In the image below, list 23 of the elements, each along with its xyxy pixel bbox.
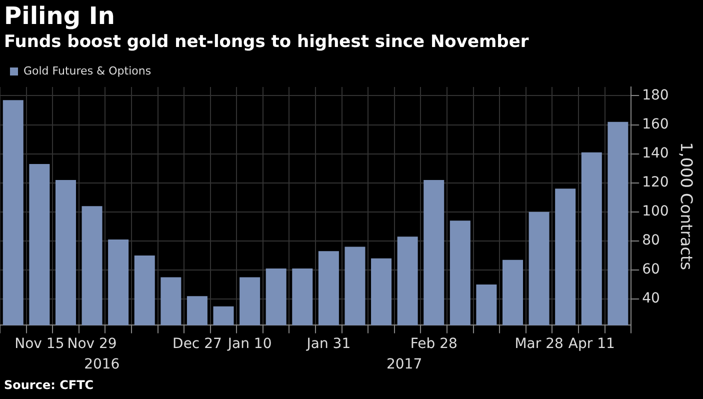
y-tick-label: 180 (642, 87, 669, 104)
y-axis-title: 1,000 Contracts (677, 142, 696, 270)
text: 2017 (386, 356, 422, 373)
y-tick-label: 160 (642, 116, 669, 132)
chart-subtitle: Funds boost gold net-longs to highest since November (4, 32, 529, 52)
chart-title: Piling In (4, 2, 115, 30)
y-tick-label: 100 (642, 204, 669, 220)
y-tick-label: 60 (642, 262, 660, 278)
y-tick-label: 140 (642, 145, 669, 162)
x-tick-label: Jan 31 (306, 336, 351, 352)
legend-label: Gold Futures & Options (24, 64, 152, 78)
text: 2016 (84, 356, 120, 373)
y-tick-label: 120 (642, 174, 669, 190)
x-tick-label: Mar 28 (514, 336, 564, 352)
y-tick-label: 40 (642, 290, 660, 307)
x-tick-label: Jan 10 (226, 336, 272, 352)
x-tick-label: Nov 29 (67, 336, 117, 352)
x-tick-label: Nov 15 (14, 336, 64, 352)
source-note: Source: CFTC (4, 378, 94, 392)
y-tick-label: 80 (642, 232, 660, 249)
x-tick-label: Feb 28 (410, 336, 458, 352)
x-tick-label: Apr 11 (568, 336, 615, 352)
x-tick-label: Dec 27 (172, 336, 222, 352)
